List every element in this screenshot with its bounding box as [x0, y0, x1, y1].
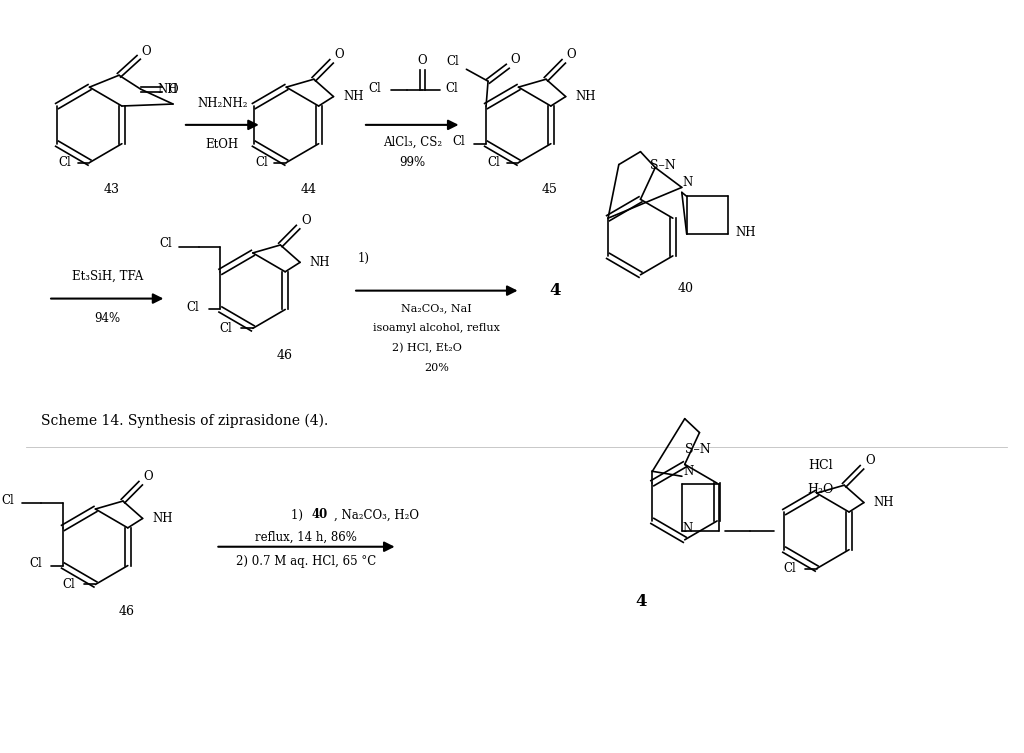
Text: NH: NH — [158, 83, 178, 96]
Text: EtOH: EtOH — [206, 139, 239, 151]
Text: 4: 4 — [549, 282, 560, 299]
Text: NH₂NH₂: NH₂NH₂ — [197, 96, 248, 109]
Text: NH: NH — [575, 90, 596, 103]
Text: Scheme 14. Synthesis of ziprasidone (4).: Scheme 14. Synthesis of ziprasidone (4). — [41, 413, 329, 428]
Text: 44: 44 — [301, 183, 316, 196]
Text: 46: 46 — [276, 349, 292, 361]
Text: isoamyl alcohol, reflux: isoamyl alcohol, reflux — [374, 323, 501, 334]
Text: 40: 40 — [678, 282, 693, 295]
Text: 94%: 94% — [94, 312, 120, 325]
Text: 46: 46 — [119, 605, 135, 617]
Text: Cl: Cl — [58, 156, 72, 169]
Text: N: N — [683, 523, 693, 535]
Text: 1): 1) — [358, 252, 370, 265]
Text: 1): 1) — [291, 508, 306, 522]
Text: Et₃SiH, TFA: Et₃SiH, TFA — [72, 270, 142, 283]
Text: NH: NH — [343, 90, 364, 103]
Text: O: O — [511, 53, 520, 66]
Text: S–N: S–N — [685, 443, 711, 456]
Text: O: O — [301, 214, 310, 227]
Text: Cl: Cl — [783, 562, 797, 575]
Text: Cl: Cl — [255, 156, 268, 169]
Text: N: N — [684, 465, 694, 478]
Text: N: N — [683, 176, 693, 189]
Text: O: O — [566, 48, 577, 61]
Text: S–N: S–N — [650, 159, 676, 172]
Text: O: O — [865, 454, 874, 467]
Text: NH: NH — [309, 256, 330, 269]
Text: Na₂CO₃, NaI: Na₂CO₃, NaI — [401, 303, 472, 313]
Text: 45: 45 — [542, 183, 558, 196]
Text: AlCl₃, CS₂: AlCl₃, CS₂ — [383, 136, 441, 149]
Text: H₂O: H₂O — [807, 483, 834, 495]
Text: O: O — [335, 48, 344, 61]
Text: Cl: Cl — [159, 237, 172, 251]
Text: Cl: Cl — [62, 578, 75, 591]
Text: 4: 4 — [636, 593, 647, 610]
Text: NH: NH — [873, 496, 894, 509]
Text: NH: NH — [152, 512, 173, 525]
Text: Cl: Cl — [446, 55, 459, 68]
Text: 20%: 20% — [424, 363, 450, 373]
Text: 2) HCl, Et₂O: 2) HCl, Et₂O — [392, 343, 462, 353]
Text: NH: NH — [735, 226, 756, 239]
Text: Cl: Cl — [487, 156, 501, 169]
Text: Cl: Cl — [453, 136, 465, 148]
Text: Cl: Cl — [29, 557, 42, 570]
Text: 99%: 99% — [399, 156, 425, 169]
Text: Cl: Cl — [186, 301, 200, 314]
Text: O: O — [168, 83, 178, 96]
Text: Cl: Cl — [220, 322, 232, 335]
Text: O: O — [417, 54, 427, 67]
Text: Cl: Cl — [369, 81, 381, 95]
Text: HCl: HCl — [808, 459, 833, 472]
Text: 2) 0.7 M aq. HCl, 65 °C: 2) 0.7 M aq. HCl, 65 °C — [237, 555, 377, 568]
Text: reflux, 14 h, 86%: reflux, 14 h, 86% — [256, 530, 357, 544]
Text: Cl: Cl — [2, 493, 14, 507]
Text: 40: 40 — [311, 508, 328, 522]
Text: Cl: Cl — [445, 81, 458, 95]
Text: , Na₂CO₃, H₂O: , Na₂CO₃, H₂O — [334, 508, 419, 522]
Text: O: O — [143, 470, 154, 483]
Text: O: O — [141, 45, 152, 58]
Text: 43: 43 — [104, 183, 120, 196]
